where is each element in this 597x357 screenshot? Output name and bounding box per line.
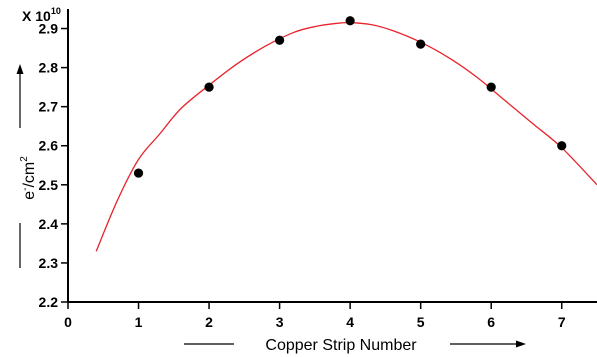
- x-tick-label: 7: [558, 314, 566, 330]
- data-point: [557, 141, 567, 151]
- data-point: [204, 82, 214, 92]
- data-point: [275, 35, 285, 45]
- y-title-base: e: [21, 191, 38, 200]
- x-axis: 0 1 2 3 4 5 6 7: [64, 302, 566, 330]
- x-tick-label: 5: [417, 314, 425, 330]
- y-multiplier-base: X 10: [22, 8, 51, 24]
- y-tick-label: 2.9: [39, 21, 59, 37]
- x-tick-label: 2: [205, 314, 213, 330]
- y-tick-label: 2.3: [39, 255, 59, 271]
- y-tick-label: 2.5: [39, 177, 59, 193]
- y-title-arrow-head: [16, 64, 24, 74]
- data-point: [345, 16, 355, 26]
- x-axis-title: Copper Strip Number: [265, 337, 417, 354]
- fit-curve-line: [95, 21, 597, 252]
- x-tick-label: 1: [135, 314, 143, 330]
- data-point: [486, 82, 496, 92]
- y-tick-label: 2.6: [39, 138, 59, 154]
- plot-area: [67, 9, 597, 303]
- x-tick-label: 0: [64, 314, 72, 330]
- y-axis-title-group: e-/cm2: [16, 64, 38, 268]
- x-tick-label: 3: [276, 314, 284, 330]
- y-tick-label: 2.8: [39, 60, 59, 76]
- y-tick-label: 2.2: [39, 294, 59, 310]
- y-tick-label: 2.4: [39, 216, 59, 232]
- data-points: [133, 16, 567, 178]
- y-axis-title: e-/cm2: [19, 156, 38, 200]
- x-tick-label: 6: [487, 314, 495, 330]
- y-title-sup1: -: [20, 188, 31, 191]
- data-point: [133, 168, 144, 178]
- y-multiplier-label: X 1010: [22, 6, 61, 24]
- y-title-mid: /cm: [21, 162, 38, 188]
- y-tick-label: 2.7: [39, 99, 59, 115]
- x-title-arrow-head: [516, 340, 526, 348]
- data-point: [416, 39, 426, 49]
- fit-curve: [95, 21, 597, 252]
- x-axis-title-group: Copper Strip Number: [184, 337, 526, 354]
- y-title-sup2: 2: [19, 156, 30, 162]
- y-axis: 2.2 2.3 2.4 2.5 2.6 2.7 2.8 2.9: [39, 21, 68, 310]
- y-multiplier-exponent: 10: [51, 6, 61, 16]
- x-tick-label: 4: [346, 314, 354, 330]
